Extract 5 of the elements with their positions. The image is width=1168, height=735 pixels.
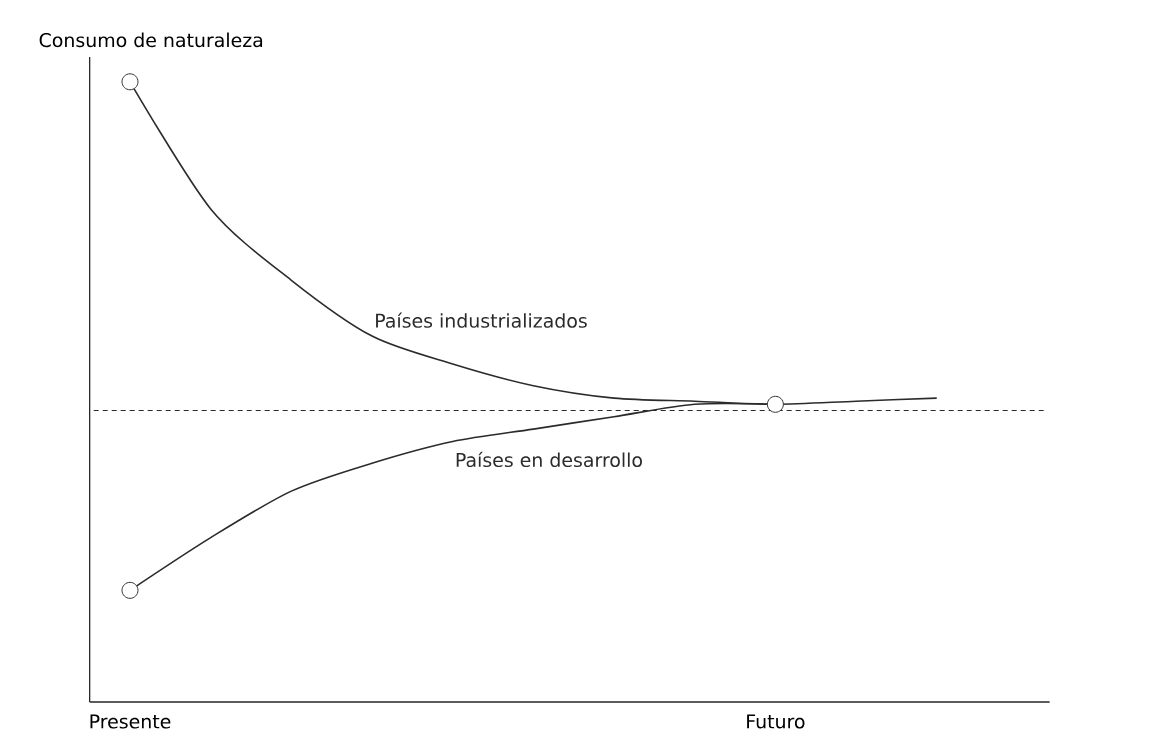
x-tick-label: Futuro [747,714,805,729]
series-label: Países en desarrollo [456,451,642,468]
y-axis-title: Consumo de naturaleza [39,32,263,48]
x-tick-label: Presente [90,714,171,729]
series-label: Países industrializados [376,312,587,328]
